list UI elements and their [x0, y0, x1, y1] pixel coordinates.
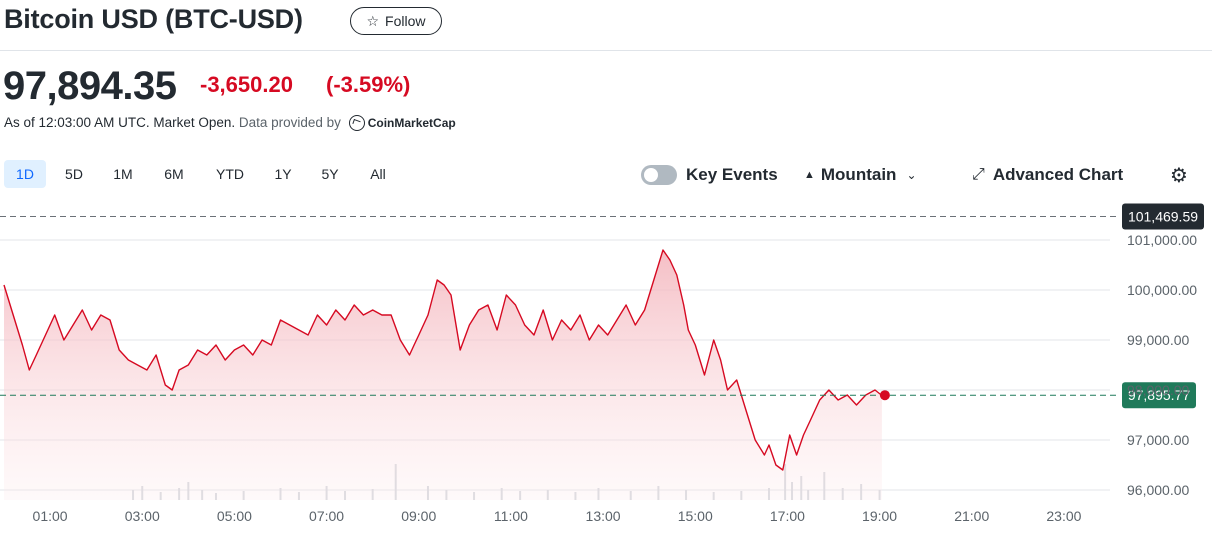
current-price: 97,894.35	[3, 64, 177, 108]
advanced-chart-button[interactable]: ⤢ Advanced Chart	[972, 165, 1123, 185]
y-tick-label: 96,000.00	[1127, 482, 1189, 498]
mountain-icon: ▲	[804, 169, 815, 181]
x-tick-label: 23:00	[1046, 508, 1081, 524]
range-tab-all[interactable]: All	[370, 166, 386, 182]
range-tab-1m[interactable]: 1M	[113, 166, 133, 182]
last-price-dot	[879, 390, 890, 401]
price-change: -3,650.20	[200, 72, 293, 97]
x-tick-label: 07:00	[309, 508, 344, 524]
chart-type-dropdown[interactable]: ▲ Mountain ⌄	[804, 165, 917, 185]
x-tick-label: 01:00	[33, 508, 68, 524]
data-provider-name[interactable]: CoinMarketCap	[367, 116, 456, 130]
price-area	[3, 249, 883, 500]
range-tab-1y[interactable]: 1Y	[274, 166, 292, 182]
star-outline-icon: ☆	[366, 13, 380, 29]
previous-close-callout	[1122, 203, 1204, 230]
x-tick-label: 13:00	[586, 508, 621, 524]
x-tick-label: 15:00	[678, 508, 713, 524]
reference-lines: 101,469.59 97,895.77	[0, 203, 1204, 409]
range-tab-6m[interactable]: 6M	[164, 166, 184, 182]
price-area-fill	[4, 250, 882, 500]
expand-arrows-icon: ⤢	[972, 166, 985, 183]
follow-button[interactable]: ☆ Follow	[350, 7, 442, 35]
key-events-toggle[interactable]	[641, 165, 677, 185]
range-tab-5d[interactable]: 5D	[65, 166, 83, 182]
x-tick-label: 05:00	[217, 508, 252, 524]
follow-label: Follow	[385, 13, 426, 29]
header-divider	[0, 50, 1212, 51]
range-tab-5y[interactable]: 5Y	[321, 166, 339, 182]
price-change-percent: (-3.59%)	[326, 72, 411, 97]
x-tick-label: 19:00	[862, 508, 897, 524]
coinmarketcap-logo-icon	[348, 115, 365, 131]
range-tab-ytd[interactable]: YTD	[216, 166, 244, 182]
range-tab-1d[interactable]: 1D	[4, 160, 46, 188]
previous-close-value: 101,469.59	[1128, 209, 1198, 225]
page-title: Bitcoin USD (BTC-USD)	[4, 4, 303, 34]
x-tick-label: 17:00	[770, 508, 805, 524]
last-price-callout	[1122, 382, 1196, 409]
advanced-chart-label: Advanced Chart	[992, 165, 1124, 184]
x-tick-label: 03:00	[125, 508, 160, 524]
axis-labels: 101,000.00100,000.0099,000.0098,000.0097…	[33, 232, 1198, 524]
y-tick-label: 100,000.00	[1127, 282, 1197, 298]
gear-icon[interactable]: ⚙	[1170, 165, 1188, 187]
price-line	[3, 249, 883, 471]
last-price-value: 97,895.77	[1128, 387, 1190, 403]
as-of-line: As of 12:03:00 AM UTC. Market Open. Data…	[4, 115, 456, 131]
toggle-knob	[644, 168, 658, 182]
key-events-label[interactable]: Key Events	[686, 165, 778, 184]
chart-type-label: Mountain	[820, 165, 897, 184]
as-of-text: As of 12:03:00 AM UTC. Market Open.	[4, 115, 236, 130]
x-tick-label: 21:00	[954, 508, 989, 524]
y-tick-label: 98,000.00	[1127, 382, 1189, 398]
y-tick-label: 97,000.00	[1127, 432, 1189, 448]
x-tick-label: 09:00	[401, 508, 436, 524]
x-tick-label: 11:00	[494, 508, 528, 524]
data-provider-prefix: Data provided by	[238, 115, 341, 130]
chevron-down-icon: ⌄	[906, 168, 917, 182]
y-tick-label: 101,000.00	[1127, 232, 1197, 248]
y-tick-label: 99,000.00	[1127, 332, 1189, 348]
